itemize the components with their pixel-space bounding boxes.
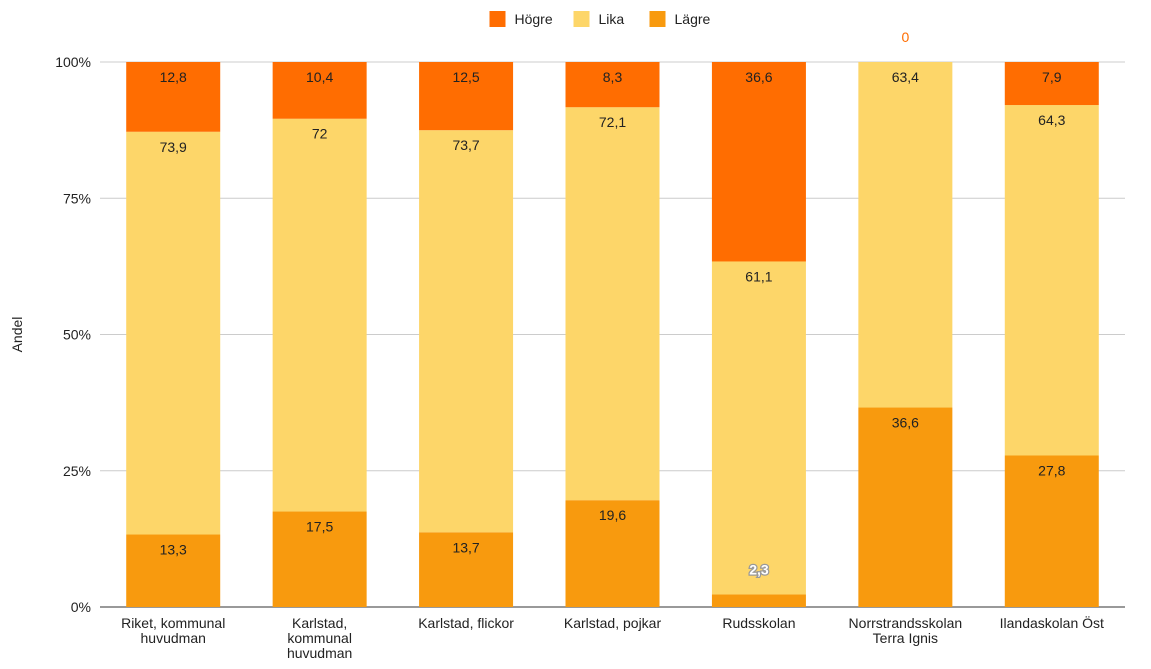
x-tick-label: huvudman	[287, 645, 352, 661]
data-labels: 13,3 73,9 12,8 17,5 72 10,4 13,7 73,7 12,5 19,6 72…	[160, 29, 1066, 579]
bar-segment-högre	[419, 62, 514, 131]
data-label: 13,3	[160, 542, 187, 558]
bar-segment-lika	[1004, 105, 1099, 456]
data-label: 12,8	[160, 69, 187, 85]
data-label: 36,6	[745, 69, 772, 85]
bar-segment-lägre	[126, 534, 221, 607]
x-tick-label: kommunal	[287, 630, 352, 646]
x-tick-label: Terra Ignis	[873, 630, 938, 646]
bars	[126, 62, 1099, 607]
data-label: 12,5	[452, 69, 479, 85]
x-tick-label: Karlstad, pojkar	[564, 615, 662, 631]
bar-segment-lägre	[272, 511, 367, 607]
legend-label-lägre: Lägre	[675, 11, 711, 27]
bar-segment-lägre	[858, 407, 953, 607]
bar-segment-lika	[858, 62, 953, 408]
data-label: 63,4	[892, 69, 919, 85]
bar-segment-lika	[711, 261, 806, 595]
x-tick-label: Ilandaskolan Öst	[1000, 614, 1104, 631]
data-label: 36,6	[892, 415, 919, 431]
data-label: 64,3	[1038, 112, 1065, 128]
bar-segment-lägre	[1004, 455, 1099, 607]
data-label: 8,3	[603, 69, 623, 85]
data-label: 73,7	[452, 137, 479, 153]
x-tick-label: Karlstad, flickor	[418, 615, 514, 631]
bar-segment-högre	[1004, 62, 1099, 106]
bar-segment-lika	[126, 131, 221, 535]
x-tick-label: huvudman	[141, 630, 206, 646]
data-label: 19,6	[599, 507, 626, 523]
y-axis-label: Andel	[9, 317, 25, 353]
data-label: 0	[901, 29, 909, 45]
y-tick-label: 0%	[71, 599, 91, 615]
y-tick-label: 75%	[63, 190, 91, 206]
data-label: 27,8	[1038, 462, 1065, 478]
legend-swatch-högre	[489, 11, 506, 27]
data-label: 17,5	[306, 519, 333, 535]
x-tick-label: Rudsskolan	[722, 615, 795, 631]
data-label: 2,3	[749, 561, 769, 577]
bar-segment-högre	[711, 62, 806, 262]
bar-segment-lika	[419, 130, 514, 533]
x-tick-label: Riket, kommunal	[121, 615, 225, 631]
bar-segment-lägre	[565, 500, 660, 607]
y-tick-label: 50%	[63, 327, 91, 343]
legend-swatch-lägre	[649, 11, 666, 27]
x-tick-label: Karlstad,	[292, 615, 347, 631]
data-label: 72,1	[599, 114, 626, 130]
legend: Högre Lika Lägre	[489, 11, 711, 27]
bar-segment-högre	[126, 62, 221, 132]
data-label: 73,9	[160, 139, 187, 155]
bar-segment-lika	[272, 118, 367, 512]
bar-segment-högre	[565, 62, 660, 108]
x-tick-label: Norrstrandsskolan	[849, 615, 963, 631]
data-label: 7,9	[1042, 69, 1062, 85]
y-tick-label: 100%	[55, 54, 91, 70]
data-label: 61,1	[745, 268, 772, 284]
bar-segment-högre	[272, 62, 367, 119]
bar-segment-lägre	[419, 532, 514, 607]
legend-label-högre: Högre	[515, 11, 553, 27]
legend-label-lika: Lika	[599, 11, 625, 27]
data-label: 72	[312, 126, 328, 142]
data-label: 13,7	[452, 539, 479, 555]
legend-swatch-lika	[573, 11, 590, 27]
y-tick-label: 25%	[63, 463, 91, 479]
bar-segment-lägre	[711, 594, 806, 607]
bar-segment-lika	[565, 107, 660, 501]
data-label: 10,4	[306, 69, 333, 85]
